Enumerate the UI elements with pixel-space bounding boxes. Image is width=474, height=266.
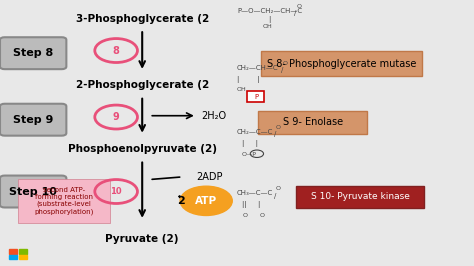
FancyBboxPatch shape <box>0 104 66 136</box>
Circle shape <box>180 186 232 215</box>
Text: O—P: O—P <box>242 152 256 157</box>
Text: P—O—CH₂—CH—C: P—O—CH₂—CH—C <box>237 8 302 14</box>
Text: /: / <box>274 193 276 198</box>
Bar <box>19 255 27 259</box>
Text: CH₂—C—C: CH₂—C—C <box>237 129 273 135</box>
Text: OH: OH <box>263 24 273 29</box>
Text: S 9- Enolase: S 9- Enolase <box>283 117 343 127</box>
Text: /: / <box>281 68 283 73</box>
FancyBboxPatch shape <box>247 91 264 102</box>
Text: /: / <box>294 10 296 16</box>
FancyBboxPatch shape <box>0 37 66 69</box>
FancyBboxPatch shape <box>296 186 424 208</box>
Text: Pyruvate (2): Pyruvate (2) <box>105 234 179 244</box>
Text: CH₂—CH—C: CH₂—CH—C <box>237 65 279 71</box>
Text: 3-Phosphoglycerate (2: 3-Phosphoglycerate (2 <box>75 14 209 24</box>
Text: |: | <box>268 16 270 23</box>
Text: Phosphoenolpyruvate (2): Phosphoenolpyruvate (2) <box>68 144 217 154</box>
FancyBboxPatch shape <box>18 179 110 223</box>
Text: O      O: O O <box>243 213 264 218</box>
Text: 9: 9 <box>113 112 119 122</box>
Text: /: / <box>274 131 276 137</box>
Text: |        |: | | <box>237 76 260 83</box>
Bar <box>19 249 27 253</box>
Bar <box>9 255 17 259</box>
Text: ||     |: || | <box>242 201 260 208</box>
Text: Step 8: Step 8 <box>13 48 53 58</box>
Text: P: P <box>254 94 258 100</box>
Text: S 10- Pyruvate kinase: S 10- Pyruvate kinase <box>311 192 410 201</box>
Text: |     |: | | <box>242 140 258 147</box>
Text: O: O <box>276 125 281 130</box>
Text: S 8- Phosphoglycerate mutase: S 8- Phosphoglycerate mutase <box>266 59 416 69</box>
Text: O: O <box>296 4 301 9</box>
Text: second ATP-
forming reaction
(substrate-level
phosphorylation): second ATP- forming reaction (substrate-… <box>34 187 94 215</box>
Text: ATP: ATP <box>195 196 217 206</box>
Text: 10: 10 <box>110 187 122 196</box>
Text: O: O <box>276 186 281 191</box>
Text: CH₃—C—C: CH₃—C—C <box>237 190 273 196</box>
Text: 8: 8 <box>113 45 119 56</box>
Text: 2-Phosphoglycerate (2: 2-Phosphoglycerate (2 <box>75 80 209 90</box>
Text: 2ADP: 2ADP <box>197 172 223 182</box>
Text: 2H₂O: 2H₂O <box>201 111 227 121</box>
FancyBboxPatch shape <box>261 51 422 77</box>
FancyBboxPatch shape <box>258 111 367 134</box>
Bar <box>9 249 17 253</box>
Text: 2: 2 <box>177 196 185 206</box>
Text: Step 10: Step 10 <box>9 186 57 197</box>
Text: OH: OH <box>237 87 247 92</box>
FancyBboxPatch shape <box>0 176 66 207</box>
Text: O: O <box>283 61 288 66</box>
Text: Step 9: Step 9 <box>13 115 54 125</box>
